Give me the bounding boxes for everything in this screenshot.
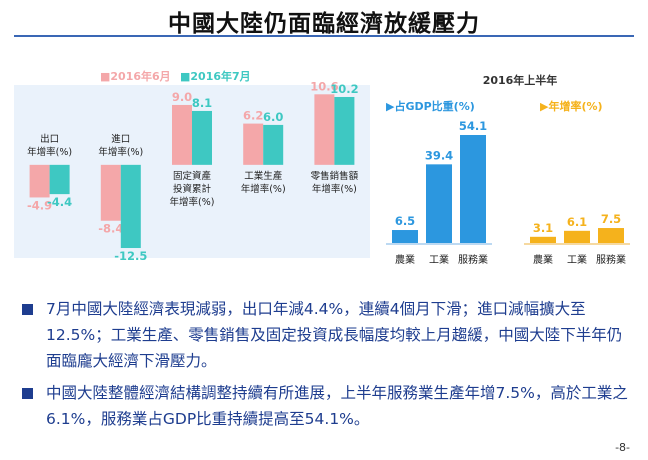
data-label: 3.1 [533,221,553,235]
category-label: 年增率(%) [98,146,143,158]
data-label: 9.0 [172,90,192,104]
baseline [524,243,630,245]
bar-gdp-share [426,164,452,243]
monthly-growth-chart: ■2016年6月 ■2016年7月-4.9-4.4出口年增率(%)-8.4-12.… [14,69,370,263]
category-label: 工業生產 [244,170,283,182]
data-label: 54.1 [459,119,487,133]
data-label: 7.5 [601,212,621,226]
page-number: -8- [615,441,630,454]
data-label: -4.4 [47,195,72,209]
bar-jun [29,164,50,198]
category-label: 投資累計 [173,183,212,195]
category-label: 零售銷售額 [311,170,359,182]
category-label: 年增率(%) [27,146,72,158]
data-label: -4.9 [27,198,52,212]
category-label: 服務業 [458,253,488,266]
bar-jun [172,104,192,165]
data-label: 6.0 [263,110,283,124]
category-label: 工業 [429,253,449,266]
bar-jul [120,164,141,249]
panel-label: ▶占GDP比重(%) [386,99,475,113]
title-underline [14,35,634,37]
data-label: 10.6 [310,79,338,93]
bar-growth [530,236,556,243]
bullet-text: 中國大陸整體經濟結構調整持續有所進展，上半年服務業生產年增7.5%，高於工業之6… [46,384,628,428]
bar-jul [334,96,355,165]
data-label: 39.4 [425,148,453,162]
category-label: 農業 [533,253,553,266]
category-label: 年增率(%) [170,196,215,208]
gdp-structure-chart: 2016年上半年 ▶占GDP比重(%) 6.5 農業 39.4 工業 54.1 服務業 ▶年增率… [386,73,630,266]
legend-entry: ■2016年7月 [180,69,251,83]
data-label: -12.5 [114,249,147,263]
bullet-square-icon [22,304,33,315]
bar-jul [263,124,284,165]
category-label: 固定資產 [173,170,212,182]
bar-jun [314,94,335,165]
category-label: 農業 [395,253,415,266]
data-label: 6.5 [395,214,415,228]
bar-gdp-share [392,230,418,243]
data-label: 6.2 [243,109,263,123]
bullet-square-icon [22,388,33,399]
bar-gdp-share [460,135,486,243]
chart-title: 2016年上半年 [483,73,558,87]
bar-growth [564,230,590,243]
page-title: 中國大陸仍面臨經濟放緩壓力 [168,11,480,37]
data-label: 6.1 [567,215,587,229]
bar-growth [598,228,624,243]
bullet-list: 7月中國大陸經濟表現減弱，出口年減4.4%，連續4個月下滑；進口減幅擴大至12.… [20,296,635,438]
bar-jul [192,110,212,165]
bar-jul [49,164,70,195]
category-label: 出口 [40,133,59,145]
panel-label: ▶年增率(%) [540,99,603,113]
category-label: 工業 [567,253,587,266]
data-label: 8.1 [192,96,212,110]
category-label: 服務業 [596,253,626,266]
category-label: 年增率(%) [241,183,286,195]
data-label: -8.4 [98,222,123,236]
bullet-item: 7月中國大陸經濟表現減弱，出口年減4.4%，連續4個月下滑；進口減幅擴大至12.… [20,296,635,374]
data-label: 10.2 [330,82,358,96]
legend-entry: ■2016年6月 [100,69,171,83]
bullet-text: 7月中國大陸經濟表現減弱，出口年減4.4%，連續4個月下滑；進口減幅擴大至12.… [46,300,623,370]
bar-jun [100,164,121,221]
baseline [386,243,492,245]
bar-jun [243,123,264,165]
category-label: 進口 [111,133,130,145]
category-label: 年增率(%) [312,183,357,195]
bullet-item: 中國大陸整體經濟結構調整持續有所進展，上半年服務業生產年增7.5%，高於工業之6… [20,380,635,432]
